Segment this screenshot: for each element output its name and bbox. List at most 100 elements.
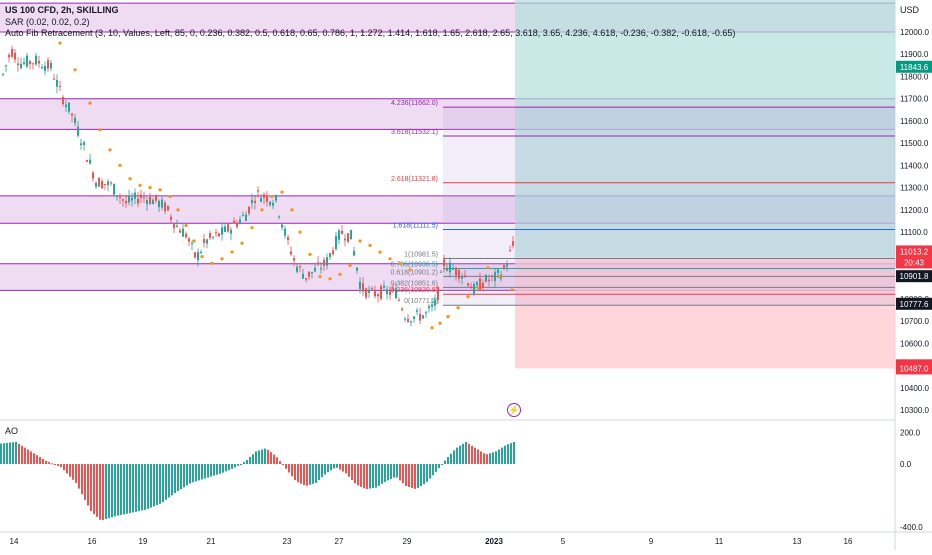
ao-bar (186, 464, 188, 486)
ao-bar (111, 464, 113, 518)
fib-legend[interactable]: Auto Fib Retracement (3, 10, Values, Lef… (5, 28, 736, 38)
sar-dot (138, 183, 142, 188)
ao-bar (474, 447, 476, 464)
ao-bar (27, 449, 29, 464)
candle-body (305, 277, 307, 280)
ao-tick-label: 0.0 (900, 460, 912, 469)
candle-body (92, 172, 94, 179)
candle-body (506, 264, 508, 267)
ao-bar (492, 452, 494, 464)
candle-body (83, 142, 85, 146)
ao-bar (261, 449, 263, 464)
candle-body (422, 315, 424, 319)
sar-dot (338, 272, 342, 276)
candle-body (50, 63, 52, 69)
candle-body (275, 195, 277, 201)
candle-body (215, 232, 217, 234)
ao-bar (57, 464, 59, 466)
ao-bar (165, 464, 167, 500)
ao-bar (0, 443, 2, 464)
ao-bar (126, 464, 128, 514)
candle-body (218, 233, 220, 237)
candle-body (437, 286, 439, 300)
ao-bar (414, 464, 416, 489)
ao-bar (483, 453, 485, 464)
ao-bar (432, 464, 434, 476)
y-tick-label: 11800.0 (900, 72, 929, 81)
fib-level-label: 0.382(10851.6) (391, 280, 438, 287)
candle-body (353, 251, 355, 256)
ao-bar (408, 464, 410, 487)
candle-body (278, 216, 280, 218)
candle-body (377, 294, 379, 297)
sar-dot (430, 326, 434, 330)
fib-level-label: 0.236(10820.8) (391, 287, 438, 294)
ao-bar (438, 464, 440, 469)
ao-legend[interactable]: AO (5, 426, 19, 436)
candle-body (257, 190, 259, 192)
ao-bar (339, 464, 341, 470)
ao-bar (18, 443, 20, 464)
candle-body (323, 259, 325, 266)
x-tick-label: 16 (844, 537, 853, 546)
ao-bar (201, 464, 203, 480)
sar-dot (290, 208, 294, 212)
ao-bar (33, 453, 35, 464)
candle-body (254, 200, 256, 203)
lightning-icon[interactable]: ⚡ (507, 403, 521, 417)
ao-bar (243, 462, 245, 464)
candle-body (104, 183, 106, 185)
ao-bar (255, 451, 257, 464)
ao-bar (15, 441, 17, 464)
sar-legend[interactable]: SAR (0.02, 0.02, 0.2) (5, 17, 90, 27)
y-tick-label: 10300.0 (900, 406, 929, 415)
candle-body (242, 214, 244, 216)
price-badge (896, 297, 932, 310)
candle-body (41, 67, 43, 69)
candle-body (491, 275, 493, 277)
ao-bar (156, 464, 158, 506)
ao-bar (273, 454, 275, 464)
sar-dot (446, 315, 450, 319)
x-tick-label: 2023 (485, 537, 503, 546)
candle-body (341, 230, 343, 234)
candle-body (359, 281, 361, 289)
ao-bar (138, 464, 140, 512)
ao-bar (219, 464, 221, 474)
y-tick-label: 10700.0 (900, 317, 929, 326)
ao-bar (372, 464, 374, 489)
candle-body (59, 85, 61, 87)
sar-dot (348, 263, 352, 268)
ao-bar (69, 464, 71, 477)
candle-body (449, 262, 451, 273)
candle-body (290, 251, 292, 255)
ao-bar (258, 450, 260, 464)
ao-bar (333, 464, 335, 469)
ao-bar (369, 464, 371, 489)
ao-bar (426, 464, 428, 482)
candle-body (287, 237, 289, 241)
candle-body (155, 194, 157, 201)
ao-bar (294, 464, 296, 481)
ao-bar (120, 464, 122, 515)
ao-bar (393, 464, 395, 478)
ao-bar (375, 464, 377, 488)
ao-bar (513, 441, 515, 464)
ao-bar (90, 464, 92, 512)
candle-body (20, 63, 22, 69)
ao-bar (132, 464, 134, 513)
candle-body (47, 60, 49, 69)
candle-body (182, 228, 184, 237)
y-tick-label: 11100.0 (900, 228, 928, 237)
currency-label: USD (900, 5, 920, 15)
candle-body (497, 269, 499, 273)
symbol-title[interactable]: US 100 CFD, 2h, SKILLING (5, 5, 119, 15)
candle-body (443, 259, 445, 267)
price-badge-label: 11843.6 (900, 63, 929, 72)
candle-body (65, 104, 67, 107)
ao-bar (348, 464, 350, 477)
ao-bar (204, 464, 206, 479)
ao-bar (117, 464, 119, 516)
sar-dot (200, 254, 204, 259)
